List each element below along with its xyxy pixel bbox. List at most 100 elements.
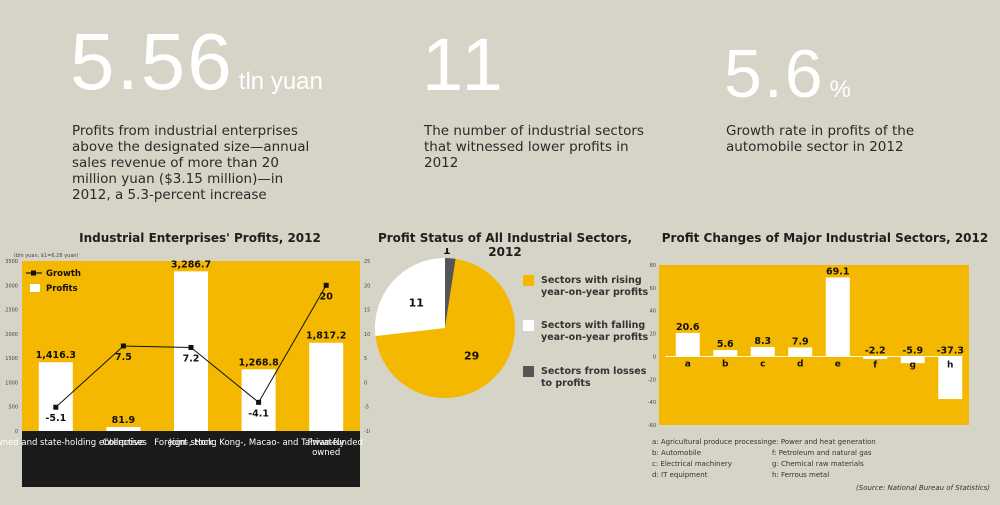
- legend-losses-swatch: [523, 366, 534, 377]
- stat-sectors-desc: The number of industrial sectors that wi…: [424, 123, 644, 171]
- key-c: c: Electrical machinery: [652, 460, 732, 468]
- stat-auto-value: 5.6: [724, 36, 825, 112]
- chart2-slice: [375, 258, 515, 398]
- chart3-bar-label: 20.6: [676, 322, 700, 333]
- chart3-ytick-label: -40: [648, 400, 656, 406]
- chart1-growth-label: 7.2: [183, 353, 200, 364]
- chart3-category-label: d: [797, 359, 803, 369]
- stat-profits-unit: tln yuan: [238, 68, 323, 95]
- legend-rising-label: Sectors with rising year-on-year profits: [541, 275, 649, 298]
- chart1-category-label: Joint stock: [168, 438, 213, 448]
- stat-profits-value: 5.56: [70, 17, 234, 106]
- chart1-y2tick-label: 25: [364, 259, 370, 265]
- chart3-category-label: a: [685, 359, 691, 369]
- chart1-y2tick-label: -10: [364, 429, 370, 435]
- key-e: e: Power and heat generation: [772, 438, 876, 446]
- chart1-growth-point: [120, 343, 126, 349]
- chart3-bar: [900, 356, 925, 364]
- chart3-svg: -60 -40 -20 0 20 40 60 80 20.6 a 5.6 b 8.3 c 7.9 d 69.1…: [648, 263, 969, 429]
- chart3-ytick-label: 0: [653, 354, 656, 360]
- stat-auto-unit: %: [829, 76, 851, 103]
- chart1-growth-label: -4.1: [248, 408, 269, 419]
- chart3-ytick-label: 60: [650, 286, 656, 292]
- chart3-category-label: f: [873, 360, 877, 370]
- chart3-bar: [750, 346, 775, 357]
- chart1-ytick-label: 1500: [5, 356, 18, 362]
- chart3-bar: [938, 356, 963, 400]
- chart1-ytick-label: 3000: [5, 283, 18, 289]
- chart3-category-label: h: [947, 360, 953, 370]
- chart1-bar: [309, 342, 344, 431]
- chart1-ytick-label: 1000: [5, 380, 18, 386]
- chart2-title: Profit Status of All Industrial Sectors,…: [377, 231, 633, 259]
- chart3-category-label: c: [760, 359, 765, 369]
- stat-auto-desc: Growth rate in profits of the automobile…: [726, 123, 915, 155]
- chart3-ytick-label: -20: [648, 377, 656, 383]
- stat-sectors: 11: [422, 28, 507, 102]
- legend-profits-label: Profits: [46, 284, 78, 294]
- chart1-bar-label: 3,286.7: [171, 259, 211, 270]
- legend-falling-swatch: [523, 320, 534, 331]
- chart1-ylabel: (bln yuan, $1=6.28 yuan): [14, 253, 78, 259]
- key-h: h: Ferrous metal: [772, 471, 830, 479]
- key-g: g: Chemical raw materials: [772, 460, 864, 468]
- chart2-slice-label: 1: [443, 248, 451, 257]
- legend-falling-label: Sectors with falling year-on-year profit…: [541, 320, 649, 343]
- chart1-category-label: Collective: [103, 438, 145, 448]
- chart3-ytick-label: 20: [650, 332, 656, 338]
- chart2-slice-label: 11: [409, 296, 424, 309]
- stat-auto: 5.6 %: [724, 40, 851, 108]
- key-d: d: IT equipment: [652, 471, 708, 479]
- chart1-y2tick-label: -5: [364, 405, 369, 411]
- legend-losses-label: Sectors from losses to profits: [541, 366, 647, 389]
- chart1-y2tick-label: 10: [364, 332, 370, 338]
- chart1-growth-label: 20: [320, 291, 334, 302]
- chart1-y2tick-label: 0: [364, 380, 367, 386]
- chart3-bar: [863, 356, 888, 359]
- chart3-bar-label: -37.3: [937, 345, 964, 356]
- chart1-title: Industrial Enterprises' Profits, 2012: [79, 231, 321, 245]
- chart1-ytick-label: 3500: [5, 259, 18, 265]
- chart3-ytick-label: 80: [650, 263, 656, 269]
- chart1-category-label: Foreign-, Hong Kong-, Macao- and Taiwan-…: [154, 438, 363, 448]
- chart1-category-label: State-owned and state-holding enterprise…: [0, 438, 147, 448]
- key-a: a: Agricultural produce processing: [652, 438, 773, 446]
- legend-rising-swatch: [523, 275, 534, 286]
- chart1-growth-label: -5.1: [45, 413, 66, 424]
- chart1-ytick-label: 2000: [5, 332, 18, 338]
- chart1-bar-label: 1,817.2: [306, 331, 346, 342]
- chart2-slice: [445, 258, 456, 328]
- legend-growth-marker-icon: [31, 270, 36, 276]
- source-note: (Source: National Bureau of Statistics): [856, 484, 990, 492]
- chart1-bar: [174, 271, 208, 431]
- chart3-bar-label: -5.9: [902, 345, 923, 356]
- chart1-growth-point: [256, 399, 262, 405]
- chart1-bar-label: 81.9: [112, 415, 135, 426]
- chart1-growth-point: [53, 404, 59, 410]
- chart1-bar: [106, 427, 141, 431]
- chart3-category-label: g: [910, 360, 916, 370]
- chart1-category-label: Privately owned: [308, 438, 345, 458]
- chart3-category-label: e: [835, 359, 841, 369]
- chart3-category-label: b: [722, 359, 729, 369]
- chart1-svg: (bln yuan, $1=6.28 yuan) 050010001500200…: [0, 253, 370, 487]
- chart2-slice: [375, 258, 445, 337]
- legend-growth-label: Growth: [46, 269, 81, 279]
- chart3-bar: [788, 347, 813, 357]
- stat-profits-desc: Profits from industrial enterprises abov…: [72, 123, 310, 203]
- chart3-bar: [825, 277, 850, 357]
- chart3-bar-label: 69.1: [826, 266, 849, 277]
- chart1-ytick-label: 2500: [5, 308, 18, 314]
- chart1-y2tick-label: 5: [364, 356, 367, 362]
- chart3-bar-label: 5.6: [717, 339, 734, 350]
- key-f: f: Petroleum and natural gas: [772, 449, 872, 457]
- chart3-plot-area: [659, 265, 969, 425]
- chart1-ytick-label: 0: [15, 429, 18, 435]
- chart1-category-band: [22, 431, 360, 487]
- legend-profits-swatch: [30, 284, 40, 292]
- chart1-growth-label: 7.5: [115, 352, 132, 363]
- chart1-growth-point: [323, 282, 329, 288]
- stat-profits: 5.56 tln yuan: [70, 22, 323, 102]
- key-b: b: Automobile: [652, 449, 702, 457]
